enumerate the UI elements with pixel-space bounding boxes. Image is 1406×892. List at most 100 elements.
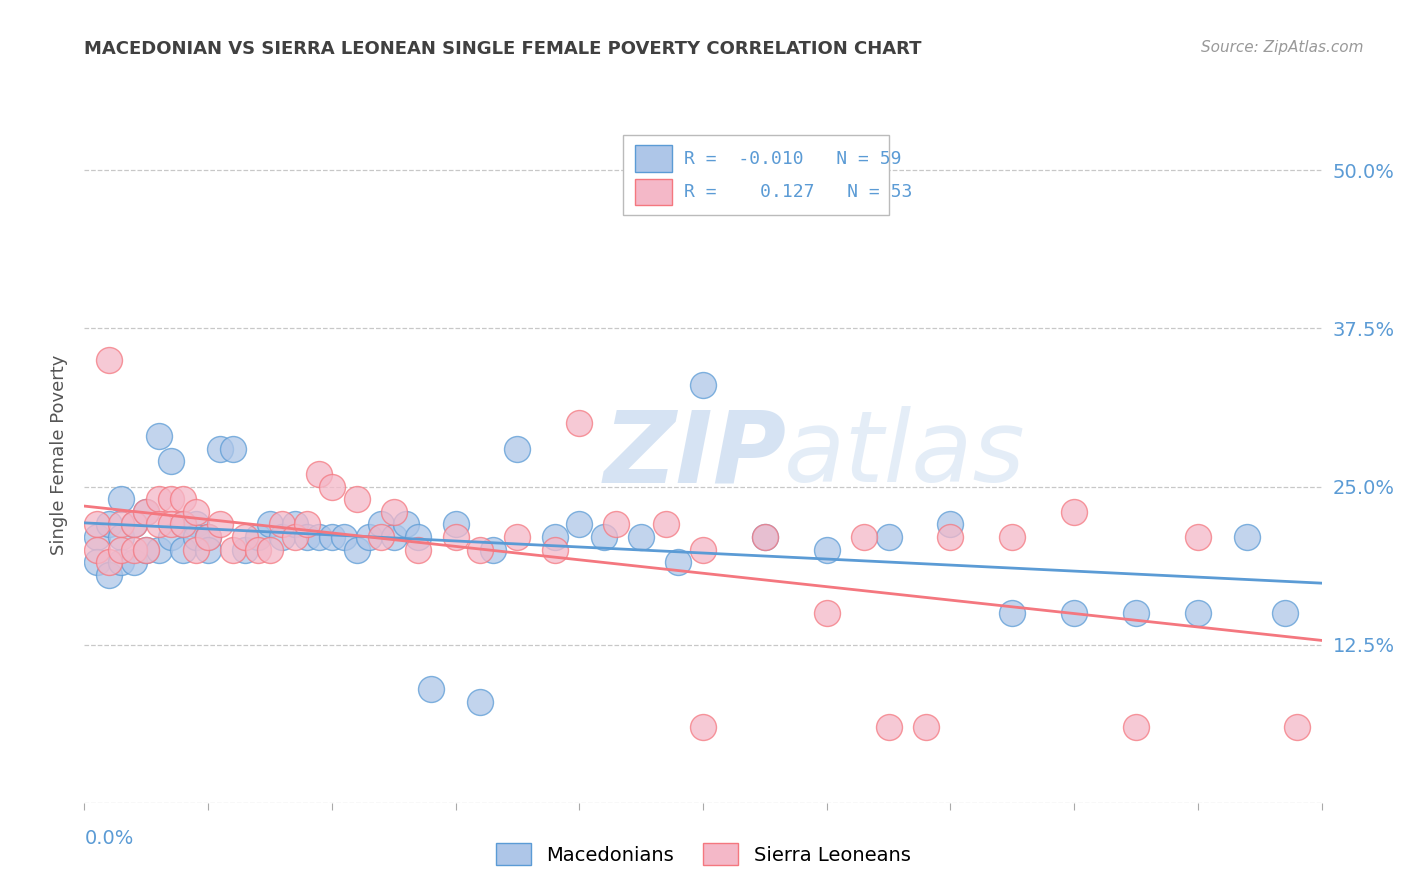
Point	[470, 695, 492, 709]
Point	[122, 542, 145, 557]
Point	[1063, 505, 1085, 519]
Point	[160, 530, 183, 544]
Point	[284, 530, 307, 544]
Text: atlas: atlas	[783, 407, 1025, 503]
Point	[259, 517, 281, 532]
Point	[568, 417, 591, 431]
Point	[148, 429, 170, 443]
Point	[295, 517, 318, 532]
Point	[259, 542, 281, 557]
Point	[160, 517, 183, 532]
Point	[110, 542, 132, 557]
Point	[666, 556, 689, 570]
Point	[122, 517, 145, 532]
Point	[506, 442, 529, 456]
Point	[122, 517, 145, 532]
Point	[184, 542, 207, 557]
Point	[148, 492, 170, 507]
Point	[1187, 606, 1209, 620]
Point	[605, 517, 627, 532]
Point	[135, 505, 157, 519]
Bar	[636, 145, 672, 172]
Point	[98, 517, 121, 532]
Point	[160, 492, 183, 507]
Point	[184, 530, 207, 544]
Point	[222, 442, 245, 456]
Point	[122, 556, 145, 570]
Point	[370, 530, 392, 544]
Point	[98, 353, 121, 368]
Point	[1236, 530, 1258, 544]
Point	[692, 720, 714, 734]
Point	[1187, 530, 1209, 544]
Point	[382, 530, 405, 544]
Point	[271, 530, 294, 544]
Point	[135, 542, 157, 557]
Point	[148, 542, 170, 557]
Point	[754, 530, 776, 544]
Text: MACEDONIAN VS SIERRA LEONEAN SINGLE FEMALE POVERTY CORRELATION CHART: MACEDONIAN VS SIERRA LEONEAN SINGLE FEMA…	[84, 40, 922, 58]
Point	[86, 530, 108, 544]
Point	[543, 542, 565, 557]
Point	[160, 454, 183, 468]
Text: R =  -0.010   N = 59: R = -0.010 N = 59	[685, 150, 901, 168]
Point	[110, 556, 132, 570]
Point	[444, 530, 467, 544]
Point	[543, 530, 565, 544]
Point	[877, 720, 900, 734]
Point	[246, 542, 269, 557]
Point	[184, 517, 207, 532]
Text: R =    0.127   N = 53: R = 0.127 N = 53	[685, 183, 912, 201]
Bar	[636, 178, 672, 205]
Point	[1063, 606, 1085, 620]
Point	[110, 492, 132, 507]
Point	[295, 530, 318, 544]
Point	[754, 530, 776, 544]
Point	[1285, 720, 1308, 734]
Point	[222, 542, 245, 557]
Point	[86, 517, 108, 532]
Point	[1001, 530, 1024, 544]
Point	[321, 479, 343, 493]
Point	[346, 492, 368, 507]
Point	[98, 568, 121, 582]
Legend: Macedonians, Sierra Leoneans: Macedonians, Sierra Leoneans	[488, 835, 918, 873]
Point	[308, 530, 330, 544]
Point	[172, 542, 194, 557]
Point	[815, 606, 838, 620]
Point	[148, 517, 170, 532]
Point	[692, 378, 714, 392]
Text: 0.0%: 0.0%	[84, 830, 134, 848]
Point	[568, 517, 591, 532]
Text: ZIP: ZIP	[605, 407, 787, 503]
Point	[86, 542, 108, 557]
Point	[284, 517, 307, 532]
Point	[197, 530, 219, 544]
Point	[172, 517, 194, 532]
Point	[197, 530, 219, 544]
Point	[1274, 606, 1296, 620]
Point	[308, 467, 330, 481]
Point	[1125, 606, 1147, 620]
Point	[593, 530, 616, 544]
Point	[110, 530, 132, 544]
Point	[395, 517, 418, 532]
Point	[382, 505, 405, 519]
Point	[370, 517, 392, 532]
Point	[815, 542, 838, 557]
Point	[172, 517, 194, 532]
Point	[110, 517, 132, 532]
Point	[408, 530, 430, 544]
Point	[444, 517, 467, 532]
Point	[209, 517, 232, 532]
Point	[98, 556, 121, 570]
Point	[939, 530, 962, 544]
Point	[321, 530, 343, 544]
Point	[172, 492, 194, 507]
Point	[470, 542, 492, 557]
Point	[184, 505, 207, 519]
Point	[271, 517, 294, 532]
Point	[135, 505, 157, 519]
FancyBboxPatch shape	[623, 135, 889, 215]
Point	[86, 556, 108, 570]
